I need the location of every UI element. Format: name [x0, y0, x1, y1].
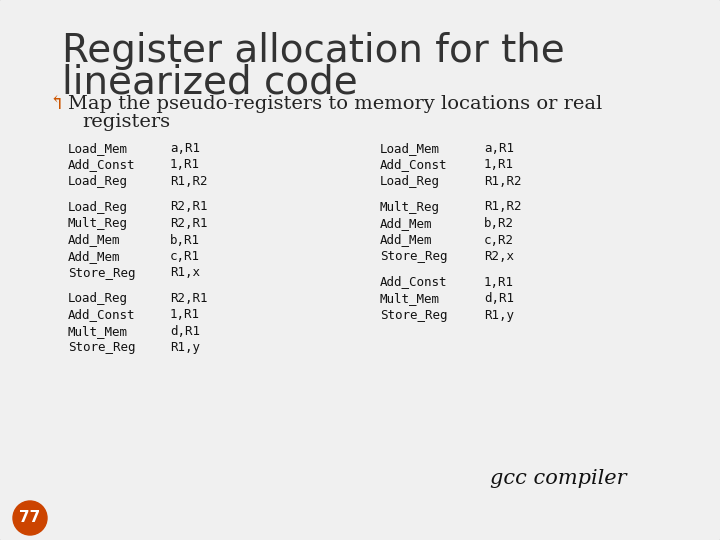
Text: R1,R2: R1,R2 — [170, 175, 207, 188]
Text: ↰: ↰ — [48, 95, 64, 113]
Text: R1,R2: R1,R2 — [484, 200, 521, 213]
Text: Load_Reg: Load_Reg — [68, 200, 128, 213]
Text: Load_Reg: Load_Reg — [68, 292, 128, 305]
Text: Mult_Mem: Mult_Mem — [68, 325, 128, 338]
Text: a,R1: a,R1 — [170, 142, 200, 155]
Text: Add_Const: Add_Const — [68, 159, 135, 172]
Text: c,R2: c,R2 — [484, 233, 514, 246]
Text: R2,R1: R2,R1 — [170, 292, 207, 305]
Text: 1,R1: 1,R1 — [484, 275, 514, 288]
Text: Register allocation for the: Register allocation for the — [62, 32, 564, 70]
Text: Add_Mem: Add_Mem — [380, 217, 433, 230]
Text: a,R1: a,R1 — [484, 142, 514, 155]
Text: 1,R1: 1,R1 — [170, 308, 200, 321]
Text: R2,x: R2,x — [484, 250, 514, 263]
Text: 77: 77 — [19, 510, 40, 525]
Text: Add_Mem: Add_Mem — [68, 233, 120, 246]
Text: Load_Reg: Load_Reg — [380, 175, 440, 188]
Text: R2,R1: R2,R1 — [170, 200, 207, 213]
Text: Store_Reg: Store_Reg — [380, 308, 448, 321]
Text: Store_Reg: Store_Reg — [68, 267, 135, 280]
Text: Mult_Reg: Mult_Reg — [68, 217, 128, 230]
Text: R1,y: R1,y — [170, 341, 200, 354]
Text: Store_Reg: Store_Reg — [68, 341, 135, 354]
Text: Add_Mem: Add_Mem — [380, 233, 433, 246]
Text: R2,R1: R2,R1 — [170, 217, 207, 230]
Text: Add_Const: Add_Const — [380, 159, 448, 172]
Text: 1,R1: 1,R1 — [170, 159, 200, 172]
Text: Add_Mem: Add_Mem — [68, 250, 120, 263]
Text: b,R1: b,R1 — [170, 233, 200, 246]
Text: registers: registers — [82, 113, 170, 131]
Text: Load_Reg: Load_Reg — [68, 175, 128, 188]
Text: Mult_Mem: Mult_Mem — [380, 292, 440, 305]
Circle shape — [13, 501, 47, 535]
Text: Load_Mem: Load_Mem — [68, 142, 128, 155]
Text: c,R1: c,R1 — [170, 250, 200, 263]
Text: 1,R1: 1,R1 — [484, 159, 514, 172]
Text: linearized code: linearized code — [62, 64, 358, 102]
Text: d,R1: d,R1 — [484, 292, 514, 305]
Text: d,R1: d,R1 — [170, 325, 200, 338]
Text: R1,R2: R1,R2 — [484, 175, 521, 188]
Text: b,R2: b,R2 — [484, 217, 514, 230]
Text: Add_Const: Add_Const — [380, 275, 448, 288]
Text: R1,y: R1,y — [484, 308, 514, 321]
Text: Map the pseudo-registers to memory locations or real: Map the pseudo-registers to memory locat… — [68, 95, 602, 113]
Text: Mult_Reg: Mult_Reg — [380, 200, 440, 213]
Text: gcc compiler: gcc compiler — [490, 469, 626, 488]
Text: R1,x: R1,x — [170, 267, 200, 280]
Text: Add_Const: Add_Const — [68, 308, 135, 321]
Text: Store_Reg: Store_Reg — [380, 250, 448, 263]
Text: Load_Mem: Load_Mem — [380, 142, 440, 155]
